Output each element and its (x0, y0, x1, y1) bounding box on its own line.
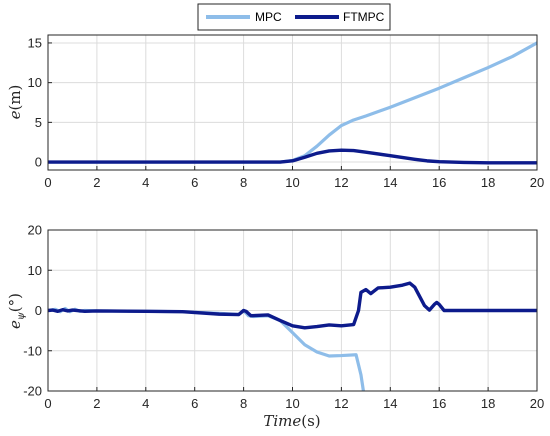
plot-heading-error: 0 2 4 6 8 10 12 14 16 18 20 -20 -10 0 10 20 eψ(°) Time… (6, 223, 544, 431)
y-tick-label-top: 0 (35, 155, 42, 170)
legend-label-ftmpc: FTMPC (343, 10, 385, 24)
series-line-ftmpc-top (48, 148, 537, 165)
x-tick-label-bottom: 0 (44, 396, 51, 411)
series-bottom (48, 281, 537, 391)
y-tick-label-top: 15 (28, 35, 42, 50)
axes-frame-bottom (47, 229, 538, 392)
x-tick-label-bottom: 14 (383, 396, 397, 411)
y-tick-label-bottom: 20 (28, 223, 42, 238)
x-ticks-top: 0 2 4 6 8 10 12 14 16 18 20 (44, 175, 544, 190)
y-axis-label-top: e(m) (6, 85, 24, 120)
x-tick-label-top: 12 (334, 175, 348, 190)
series-top (48, 41, 537, 165)
x-tick-label-top: 8 (240, 175, 247, 190)
y-tick-label-bottom: 10 (28, 263, 42, 278)
y-tick-label-top: 10 (28, 75, 42, 90)
x-tick-label-bottom: 10 (285, 396, 299, 411)
x-tick-label-top: 14 (383, 175, 397, 190)
series-line-ftmpc-bottom (48, 281, 537, 330)
x-tick-label-top: 10 (285, 175, 299, 190)
legend: MPC FTMPC (197, 3, 391, 31)
x-tick-label-top: 4 (142, 175, 149, 190)
x-tick-label-top: 16 (432, 175, 446, 190)
y-tick-label-top: 5 (35, 115, 42, 130)
x-tick-label-bottom: 6 (191, 396, 198, 411)
x-tick-label-top: 0 (44, 175, 51, 190)
x-tick-label-top: 18 (481, 175, 495, 190)
y-tick-label-bottom: -20 (23, 384, 42, 399)
x-tick-label-bottom: 18 (481, 396, 495, 411)
axes-frame-top (47, 34, 538, 171)
y-tick-label-bottom: 0 (35, 303, 42, 318)
x-tick-label-bottom: 2 (93, 396, 100, 411)
x-tick-label-top: 6 (191, 175, 198, 190)
x-tick-label-bottom: 4 (142, 396, 149, 411)
x-axis-label-bottom: Time(s) (263, 412, 320, 430)
x-tick-label-top: 2 (93, 175, 100, 190)
x-tick-label-bottom: 20 (530, 396, 544, 411)
y-ticks-top: 0 5 10 15 (28, 35, 42, 169)
y-axis-label-bottom: eψ(°) (6, 293, 27, 329)
legend-label-mpc: MPC (255, 10, 282, 24)
x-tick-label-bottom: 16 (432, 396, 446, 411)
plot-position-error: 0 2 4 6 8 10 12 14 16 18 20 0 5 10 15 e(m) (6, 34, 544, 190)
y-ticks-bottom: -20 -10 0 10 20 (23, 223, 42, 399)
x-tick-label-bottom: 8 (240, 396, 247, 411)
x-tick-label-bottom: 12 (334, 396, 348, 411)
x-ticks-bottom: 0 2 4 6 8 10 12 14 16 18 20 (44, 396, 544, 411)
y-tick-label-bottom: -10 (23, 343, 42, 358)
x-tick-label-top: 20 (530, 175, 544, 190)
